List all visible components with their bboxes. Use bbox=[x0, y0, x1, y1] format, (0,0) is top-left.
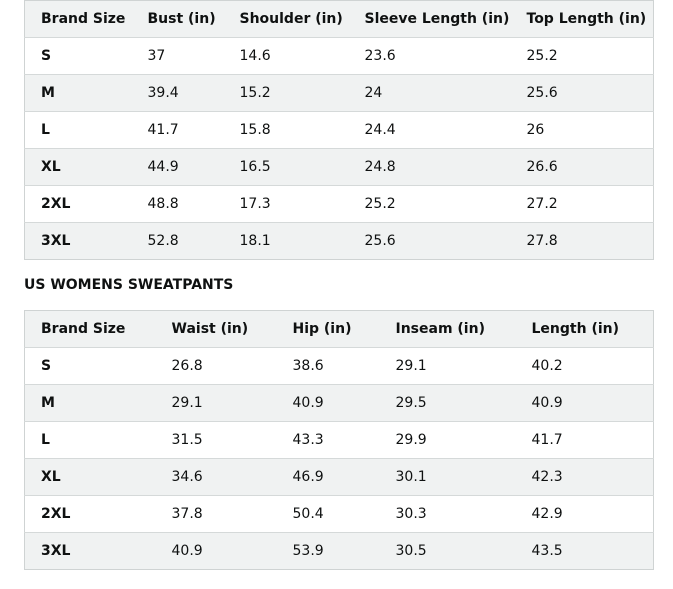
table-cell: 17.3 bbox=[223, 185, 349, 223]
table-cell: 29.1 bbox=[155, 384, 277, 422]
table-cell: 39.4 bbox=[131, 74, 224, 112]
table-cell: 29.9 bbox=[379, 421, 516, 459]
table-cell: 34.6 bbox=[155, 458, 277, 496]
table-row: L 31.5 43.3 29.9 41.7 bbox=[24, 421, 654, 459]
table-cell: 30.1 bbox=[379, 458, 516, 496]
table-cell: 26.6 bbox=[510, 148, 654, 186]
table-row: L 41.7 15.8 24.4 26 bbox=[24, 111, 654, 149]
table-cell: 25.6 bbox=[364, 233, 396, 249]
table-row: XL 44.9 16.5 24.8 26.6 bbox=[24, 148, 654, 186]
size-cell: L bbox=[24, 421, 156, 459]
table-cell: 18.1 bbox=[239, 233, 271, 249]
table-cell: 24 bbox=[348, 74, 511, 112]
size-cell: XL bbox=[24, 148, 132, 186]
column-header: Sleeve Length (in) bbox=[348, 0, 511, 38]
table-row: M 39.4 15.2 24 25.6 bbox=[24, 74, 654, 112]
table-cell: 14.6 bbox=[223, 37, 349, 75]
table-cell: 25.2 bbox=[348, 185, 511, 223]
column-header: Length (in) bbox=[515, 310, 654, 348]
table-header-row: Brand Size Bust (in) Shoulder (in) Sleev… bbox=[24, 0, 654, 38]
size-cell: M bbox=[24, 384, 156, 422]
table-cell: 43.5 bbox=[531, 543, 563, 559]
table-row: 2XL 37.8 50.4 30.3 42.9 bbox=[24, 495, 654, 533]
table-cell: 26 bbox=[510, 111, 654, 149]
table-cell: 38.6 bbox=[276, 347, 380, 385]
table-cell: 30.5 bbox=[395, 543, 427, 559]
column-header: Top Length (in) bbox=[510, 0, 654, 38]
table-cell: 24.8 bbox=[348, 148, 511, 186]
table-row: S 26.8 38.6 29.1 40.2 bbox=[24, 347, 654, 385]
table-cell: 31.5 bbox=[155, 421, 277, 459]
table-cell: 16.5 bbox=[223, 148, 349, 186]
table-cell: 26.8 bbox=[155, 347, 277, 385]
table-cell: 42.3 bbox=[515, 458, 654, 496]
table-cell: 50.4 bbox=[276, 495, 380, 533]
size-cell: 2XL bbox=[24, 185, 132, 223]
table-cell: 37 bbox=[131, 37, 224, 75]
table-row: M 29.1 40.9 29.5 40.9 bbox=[24, 384, 654, 422]
table-cell: 23.6 bbox=[348, 37, 511, 75]
table-cell: 41.7 bbox=[515, 421, 654, 459]
table-row: 3XL 52.8 18.1 25.6 27.8 bbox=[24, 222, 654, 260]
column-header: Brand Size bbox=[24, 0, 132, 38]
table-cell: 37.8 bbox=[155, 495, 277, 533]
table-row: 2XL 48.8 17.3 25.2 27.2 bbox=[24, 185, 654, 223]
table-cell: 42.9 bbox=[515, 495, 654, 533]
size-cell: L bbox=[24, 111, 132, 149]
size-cell: S bbox=[24, 37, 132, 75]
table-cell: 43.3 bbox=[276, 421, 380, 459]
table-cell: 40.9 bbox=[171, 543, 203, 559]
table-cell: 15.8 bbox=[223, 111, 349, 149]
table-cell: 27.2 bbox=[510, 185, 654, 223]
table-row: XL 34.6 46.9 30.1 42.3 bbox=[24, 458, 654, 496]
table-cell: 25.6 bbox=[510, 74, 654, 112]
table-cell: 40.9 bbox=[276, 384, 380, 422]
table-cell: 29.1 bbox=[379, 347, 516, 385]
column-header: Waist (in) bbox=[155, 310, 277, 348]
table-cell: 24.4 bbox=[348, 111, 511, 149]
table-header-row: Brand Size Waist (in) Hip (in) Inseam (i… bbox=[24, 310, 654, 348]
section-title: US WOMENS SWEATPANTS bbox=[24, 277, 234, 293]
column-header: Hip (in) bbox=[276, 310, 380, 348]
table-cell: 44.9 bbox=[131, 148, 224, 186]
size-cell: 2XL bbox=[24, 495, 156, 533]
column-header: Inseam (in) bbox=[379, 310, 516, 348]
column-header: Brand Size bbox=[24, 310, 156, 348]
column-header: Bust (in) bbox=[131, 0, 224, 38]
table-row: 3XL 40.9 53.9 30.5 43.5 bbox=[24, 532, 654, 570]
sweatpants-size-table: Brand Size Waist (in) Hip (in) Inseam (i… bbox=[24, 310, 654, 570]
table-cell: 48.8 bbox=[131, 185, 224, 223]
table-cell: 27.8 bbox=[526, 233, 558, 249]
table-cell: 30.3 bbox=[379, 495, 516, 533]
table-row: S 37 14.6 23.6 25.2 bbox=[24, 37, 654, 75]
table-cell: 53.9 bbox=[292, 543, 324, 559]
table-cell: 40.9 bbox=[515, 384, 654, 422]
table-cell: 40.2 bbox=[515, 347, 654, 385]
table-cell: 46.9 bbox=[276, 458, 380, 496]
size-cell: 3XL bbox=[41, 233, 71, 249]
size-cell: S bbox=[24, 347, 156, 385]
tops-size-table: Brand Size Bust (in) Shoulder (in) Sleev… bbox=[24, 0, 654, 260]
size-cell: 3XL bbox=[41, 543, 71, 559]
table-cell: 15.2 bbox=[223, 74, 349, 112]
size-cell: XL bbox=[24, 458, 156, 496]
table-cell: 52.8 bbox=[147, 233, 179, 249]
table-cell: 25.2 bbox=[510, 37, 654, 75]
table-cell: 41.7 bbox=[131, 111, 224, 149]
size-cell: M bbox=[24, 74, 132, 112]
table-cell: 29.5 bbox=[379, 384, 516, 422]
column-header: Shoulder (in) bbox=[223, 0, 349, 38]
